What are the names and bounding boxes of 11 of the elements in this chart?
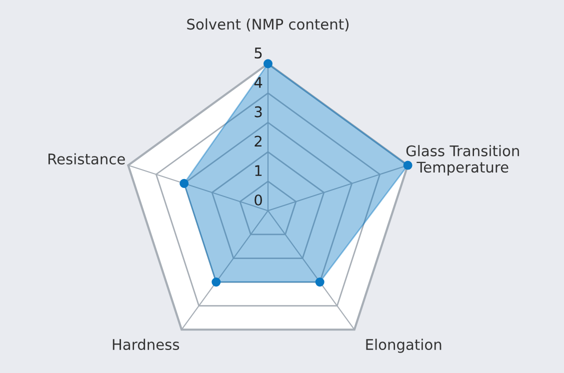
spoke-label: Solvent (NMP content) <box>187 18 349 32</box>
y-tick-label: 5 <box>254 48 262 59</box>
spoke-label: Resistance <box>48 153 125 165</box>
y-tick-label: 4 <box>254 77 262 88</box>
spoke-label: Glass Transition Temperature <box>406 145 519 176</box>
spoke-label: Hardness <box>112 338 180 350</box>
spoke-label: Elongation <box>366 338 442 353</box>
y-tick-label: 3 <box>254 106 262 118</box>
y-tick-label: 2 <box>254 136 262 147</box>
y-tick-label: 0 <box>254 194 262 206</box>
y-tick-label: 1 <box>255 165 262 176</box>
